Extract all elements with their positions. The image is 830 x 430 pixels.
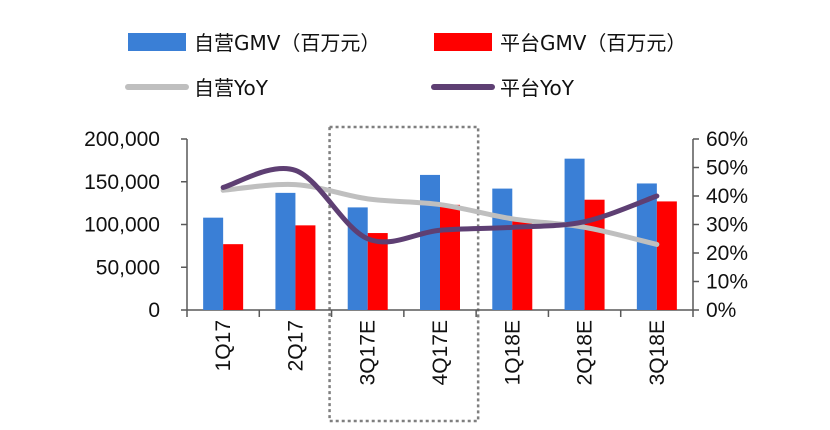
bar-self-1q17: 自营GMV（百万元） 1Q17: 108000 <box>203 217 224 310</box>
x-tick-label-3q17e: 3Q17E <box>357 320 380 385</box>
lines: 自营YoY 1Q17: 0.42自营YoY 2Q17: 0.44自营YoY 3Q… <box>220 166 660 247</box>
bar-platform-3q18e: 平台GMV（百万元） 3Q18E: 127000 <box>656 201 677 310</box>
x-tick-label-2q17: 2Q17 <box>284 320 307 371</box>
line-self-yoy <box>220 181 660 247</box>
legend-swatch-series-1 <box>434 33 492 51</box>
bar-self-2q18e: 自营GMV（百万元） 2Q18E: 177000 <box>564 158 585 310</box>
right-tick-label: 30% <box>706 214 748 237</box>
left-tick-label: 200,000 <box>84 128 160 151</box>
x-tick-label-3q18e: 3Q18E <box>646 320 669 385</box>
right-tick-label: 10% <box>706 271 748 294</box>
right-tick-label: 20% <box>706 242 748 265</box>
right-tick-label: 40% <box>706 185 748 208</box>
bar-platform-2q17: 平台GMV（百万元） 2Q17: 99000 <box>295 225 316 310</box>
legend-label-series-3: 平台YoY <box>500 76 575 100</box>
bar-self-1q18e: 自营GMV（百万元） 1Q18E: 142000 <box>492 188 513 310</box>
legend-swatch-series-0 <box>128 33 186 51</box>
bar-platform-1q18e: 平台GMV（百万元） 1Q18E: 106000 <box>512 219 533 310</box>
bar-platform-4q17e: 平台GMV（百万元） 4Q17E: 123000 <box>440 204 460 310</box>
bar-platform-1q17: 平台GMV（百万元） 1Q17: 77000 <box>223 244 244 310</box>
legend-label-series-0: 自营GMV（百万元） <box>194 31 380 55</box>
tick-labels: 0 50,000 100,000 150,000 200,000 0% 10% 20% 30% 4… <box>84 128 748 385</box>
bar-self-3q18e: 自营GMV（百万元） 3Q18E: 148000 <box>636 183 657 310</box>
x-tick-label-1q17: 1Q17 <box>212 320 235 371</box>
highlight-box-frame <box>328 125 480 423</box>
highlight-box <box>328 125 480 423</box>
left-tick-label: 50,000 <box>96 256 160 279</box>
right-tick-label: 50% <box>706 157 748 180</box>
right-tick-label: 60% <box>706 128 748 151</box>
left-tick-label: 0 <box>148 299 160 322</box>
bar-self-2q17: 自营GMV（百万元） 2Q17: 137000 <box>275 192 296 310</box>
bar-self-4q17e: 自营GMV（百万元） 4Q17E: 158000 <box>420 174 440 310</box>
legend-label-series-2: 自营YoY <box>194 76 269 100</box>
legend-label-series-1: 平台GMV（百万元） <box>500 31 686 55</box>
legend: 自营GMV（百万元） 平台GMV（百万元） 自营YoY 平台YoY <box>125 31 686 100</box>
left-tick-label: 150,000 <box>84 171 160 194</box>
x-tick-label-2q18e: 2Q18E <box>574 320 597 385</box>
left-tick-label: 100,000 <box>84 214 160 237</box>
right-tick-label: 0% <box>706 299 736 322</box>
bar-platform-3q17e: 平台GMV（百万元） 3Q17E: 90000 <box>367 233 388 310</box>
x-tick-label-1q18e: 1Q18E <box>501 320 524 385</box>
line-platform-yoy <box>220 166 660 245</box>
x-tick-label-4q17e: 4Q17E <box>429 320 452 385</box>
bar-self-3q17e: 自营GMV（百万元） 3Q17E: 120000 <box>347 207 368 310</box>
